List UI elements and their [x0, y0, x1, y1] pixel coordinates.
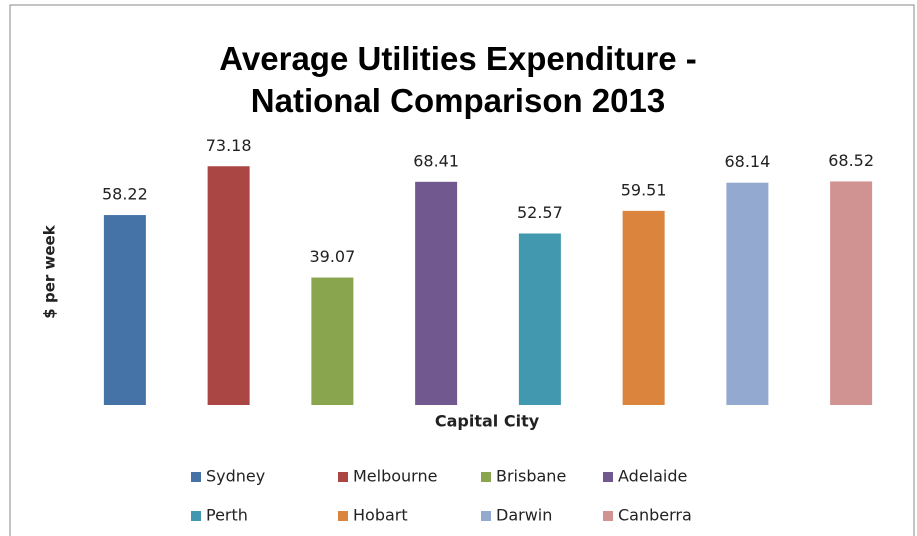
data-label: 68.14	[724, 152, 770, 171]
chart-title: Average Utilities Expenditure - National…	[219, 40, 697, 119]
bar	[726, 182, 769, 405]
legend-label: Perth	[206, 506, 248, 525]
data-label: 68.41	[413, 151, 459, 170]
legend-swatch	[603, 472, 613, 482]
bar	[415, 181, 458, 405]
legend-label: Darwin	[496, 506, 552, 525]
legend-swatch	[191, 472, 201, 482]
data-label: 73.18	[206, 136, 252, 155]
data-label: 68.52	[828, 151, 874, 170]
bar	[622, 210, 665, 405]
data-label: 52.57	[517, 203, 563, 222]
legend-swatch	[481, 472, 491, 482]
legend-swatch	[338, 511, 348, 521]
bar	[103, 215, 146, 405]
legend-swatch	[338, 472, 348, 482]
legend-swatch	[191, 511, 201, 521]
legend-label: Hobart	[353, 506, 408, 525]
bar	[830, 181, 873, 405]
data-label: 39.07	[309, 247, 355, 266]
legend-label: Canberra	[618, 506, 692, 525]
y-axis-label: $ per week	[41, 224, 59, 318]
legend-label: Brisbane	[496, 467, 566, 486]
bar	[518, 233, 561, 405]
legend-swatch	[603, 511, 613, 521]
data-label: 58.22	[102, 185, 148, 204]
data-label: 59.51	[621, 180, 667, 199]
legend-label: Melbourne	[353, 467, 437, 486]
legend-label: Sydney	[206, 467, 265, 486]
legend-label: Adelaide	[618, 467, 687, 486]
x-axis-label: Capital City	[435, 412, 540, 431]
bar	[311, 277, 354, 405]
bar	[207, 166, 250, 405]
legend-swatch	[481, 511, 491, 521]
